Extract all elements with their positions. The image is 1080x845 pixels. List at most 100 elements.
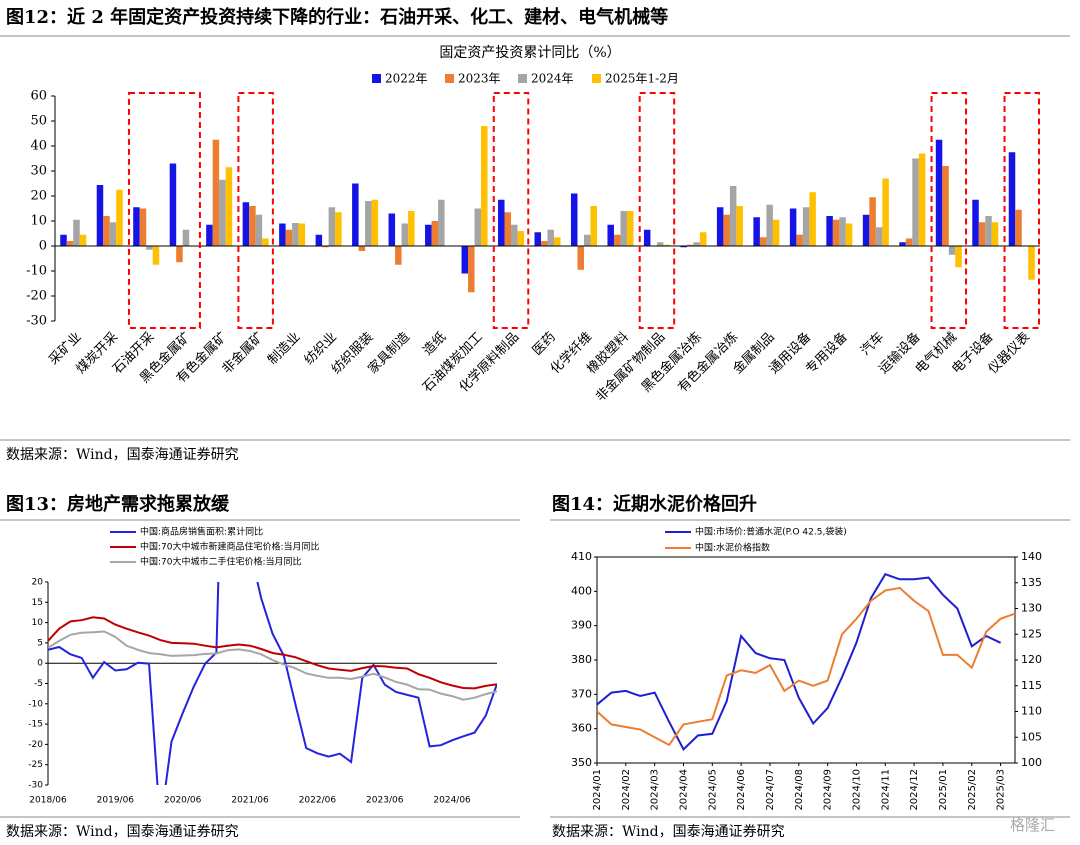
highlight-box [930, 92, 968, 329]
y2-tick-label: 125 [1021, 627, 1042, 640]
y-tick-label: 370 [571, 687, 592, 700]
bar [620, 211, 627, 246]
bar [570, 193, 578, 246]
x-tick-label: 2020/06 [164, 796, 202, 806]
bar [534, 232, 541, 246]
x-tick-label: 2024/10 [851, 769, 862, 811]
legend-swatch [445, 74, 454, 83]
bar [116, 189, 123, 246]
bar [262, 238, 269, 246]
bar [723, 214, 730, 246]
bar [607, 224, 614, 246]
bar [729, 186, 737, 246]
bar [541, 241, 548, 246]
bar [461, 246, 469, 274]
bar [839, 217, 846, 246]
bar [498, 199, 505, 246]
bar [109, 222, 117, 246]
bar [60, 234, 67, 246]
highlight-box [1003, 92, 1040, 329]
highlight-box [638, 92, 676, 329]
bar [826, 216, 833, 246]
bar [481, 126, 488, 246]
bar [656, 242, 664, 246]
bar [554, 237, 561, 246]
legend-swatch [592, 74, 601, 83]
bar [358, 246, 366, 251]
legend-label: 中国:水泥价格指数 [695, 542, 770, 554]
y2-tick-label: 135 [1021, 576, 1042, 589]
y-tick-label: -10 [28, 699, 43, 709]
bar [1015, 209, 1022, 246]
bar [279, 223, 286, 246]
source: 数据来源：Wind，国泰海通证券研究 [6, 447, 239, 463]
bar [242, 202, 250, 246]
x-tick-label: 2022/06 [299, 796, 337, 806]
bar [972, 199, 979, 246]
x-tick-label: 2024/12 [909, 769, 920, 811]
bar [292, 223, 299, 246]
y-tick-label: 0 [39, 239, 47, 254]
bar [285, 229, 293, 246]
watermark: 格隆汇 [1010, 816, 1055, 834]
bar [590, 206, 597, 246]
x-tick-label: 造纸 [420, 330, 449, 359]
y2-tick-label: 130 [1021, 602, 1042, 615]
bar [832, 219, 840, 246]
figure-title: 图13：房地产需求拖累放缓 [6, 493, 230, 515]
x-tick-label: 2024/06 [736, 769, 747, 811]
x-tick-label: 2024/05 [707, 769, 718, 811]
y-tick-label: -10 [26, 264, 47, 279]
line-series [48, 616, 497, 690]
bar [626, 211, 634, 246]
bar [1008, 152, 1016, 246]
line-series [48, 582, 497, 785]
bar [1028, 246, 1035, 280]
bar [182, 229, 190, 246]
bar [991, 222, 999, 246]
y-tick-label: 0 [37, 659, 43, 669]
y2-tick-label: 120 [1021, 653, 1042, 666]
bar [352, 183, 359, 246]
bar [73, 219, 80, 246]
bar [875, 227, 883, 246]
bar [948, 246, 956, 255]
legend-label: 2023年 [458, 72, 501, 86]
y2-tick-label: 115 [1021, 679, 1042, 692]
bar [802, 207, 810, 246]
bar [809, 192, 816, 246]
legend-label: 2025年1-2月 [605, 72, 679, 86]
bar [517, 231, 525, 246]
y-tick-label: 5 [37, 638, 43, 648]
y-tick-label: 400 [571, 584, 592, 597]
line-series [597, 586, 1016, 747]
bar [408, 211, 415, 246]
bar [322, 246, 329, 248]
bar [869, 197, 876, 246]
legend-label: 2024年 [531, 72, 574, 86]
bar [736, 206, 743, 246]
x-tick-label: 2024/08 [794, 769, 805, 811]
figure-title: 图12：近 2 年固定资产投资持续下降的行业：石油开采、化工、建材、电气机械等 [6, 6, 668, 28]
x-tick-label: 2023/06 [366, 796, 404, 806]
legend-swatch [518, 74, 527, 83]
bar [772, 219, 780, 246]
x-tick-label: 2025/03 [996, 769, 1007, 811]
y-tick-label: -25 [28, 760, 43, 770]
y2-tick-label: 140 [1021, 550, 1042, 563]
bar [225, 167, 233, 246]
x-tick-label: 2024/01 [592, 769, 603, 811]
figure-title: 图14：近期水泥价格回升 [552, 493, 757, 515]
bar [401, 223, 409, 246]
x-tick-label: 制造业 [265, 330, 303, 368]
y-tick-label: 350 [571, 756, 592, 769]
bar [882, 178, 889, 246]
x-tick-label: 2024/03 [650, 769, 661, 811]
y-tick-label: 15 [32, 598, 43, 608]
y2-tick-label: 105 [1021, 730, 1042, 743]
chart-subtitle: 固定资产投资累计同比（%） [439, 45, 620, 61]
bar [212, 139, 220, 246]
x-tick-label: 2025/02 [967, 769, 978, 811]
bar [139, 208, 147, 246]
